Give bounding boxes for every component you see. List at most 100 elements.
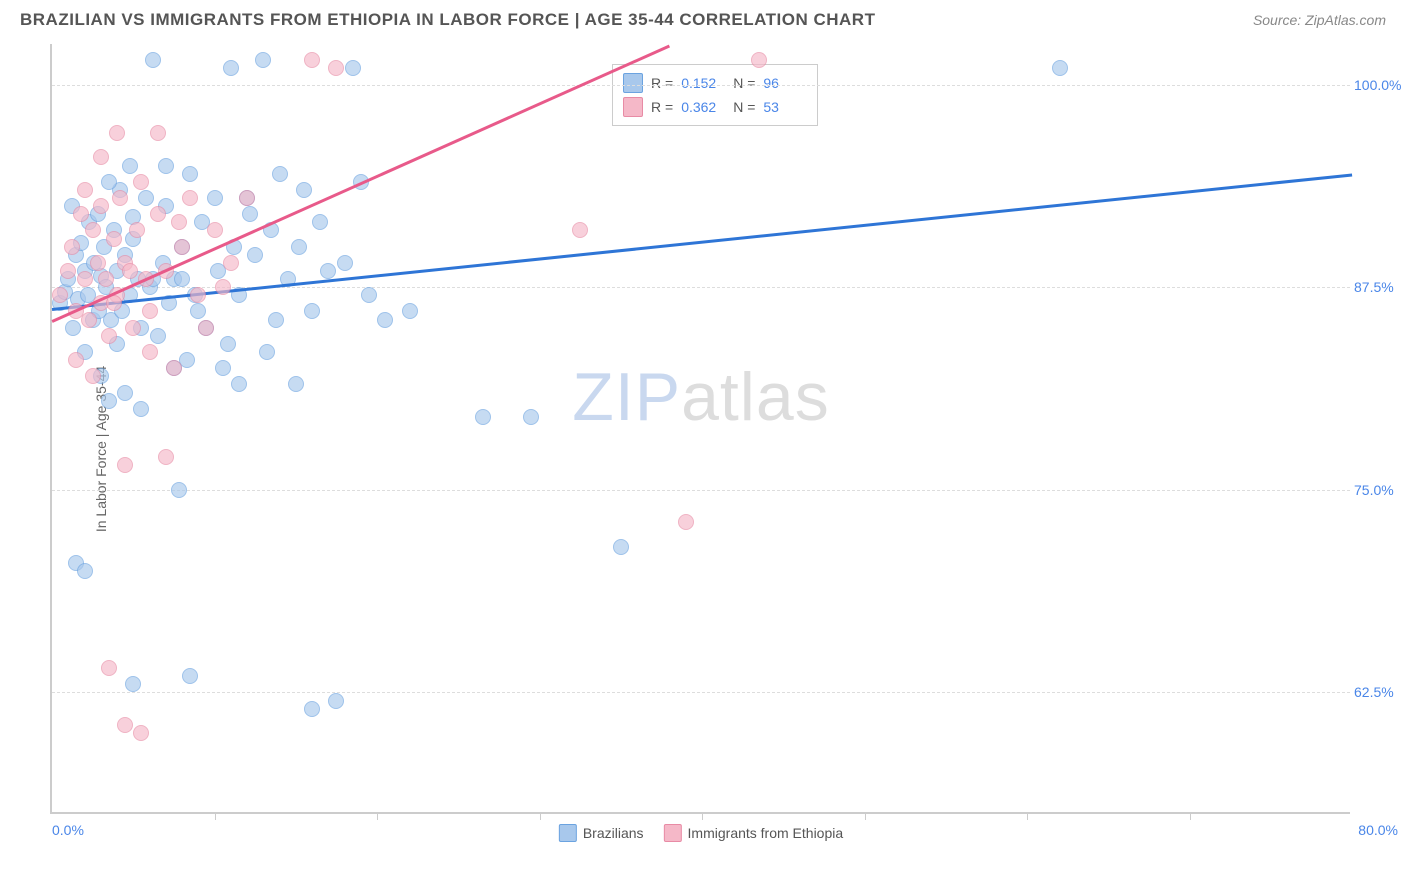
- x-tick: [1190, 812, 1191, 820]
- scatter-point: [117, 717, 133, 733]
- scatter-point: [337, 255, 353, 271]
- x-axis-min-label: 0.0%: [52, 822, 84, 838]
- scatter-point: [272, 166, 288, 182]
- scatter-point: [142, 344, 158, 360]
- scatter-point: [101, 660, 117, 676]
- scatter-point: [122, 158, 138, 174]
- source-prefix: Source:: [1253, 12, 1305, 28]
- y-tick-label: 87.5%: [1354, 279, 1406, 295]
- scatter-point: [613, 539, 629, 555]
- scatter-point: [145, 52, 161, 68]
- x-tick: [1027, 812, 1028, 820]
- scatter-point: [239, 190, 255, 206]
- stats-row: R = 0.152 N = 96: [623, 71, 807, 95]
- correlation-chart: In Labor Force | Age 35-44 ZIPatlas 0.0%…: [50, 44, 1390, 854]
- scatter-point: [158, 158, 174, 174]
- scatter-point: [122, 263, 138, 279]
- gridline: [52, 490, 1350, 491]
- scatter-point: [77, 182, 93, 198]
- scatter-point: [101, 393, 117, 409]
- scatter-point: [320, 263, 336, 279]
- stat-r-label: R =: [651, 99, 673, 115]
- scatter-point: [361, 287, 377, 303]
- x-tick: [215, 812, 216, 820]
- scatter-point: [68, 352, 84, 368]
- stat-r-value: 0.152: [681, 75, 725, 91]
- stat-n-value: 96: [763, 75, 807, 91]
- scatter-point: [377, 312, 393, 328]
- scatter-point: [190, 303, 206, 319]
- scatter-point: [150, 328, 166, 344]
- scatter-point: [255, 52, 271, 68]
- scatter-point: [109, 125, 125, 141]
- stat-n-label: N =: [733, 99, 755, 115]
- scatter-point: [215, 279, 231, 295]
- scatter-point: [182, 668, 198, 684]
- scatter-point: [171, 482, 187, 498]
- scatter-point: [231, 376, 247, 392]
- scatter-point: [129, 222, 145, 238]
- scatter-point: [268, 312, 284, 328]
- scatter-point: [174, 271, 190, 287]
- scatter-point: [106, 231, 122, 247]
- plot-area: ZIPatlas 0.0% 80.0% R =0.152N =96R =0.36…: [50, 44, 1350, 814]
- scatter-point: [182, 166, 198, 182]
- stat-r-value: 0.362: [681, 99, 725, 115]
- x-tick: [540, 812, 541, 820]
- scatter-point: [85, 222, 101, 238]
- scatter-point: [751, 52, 767, 68]
- scatter-point: [523, 409, 539, 425]
- stat-n-label: N =: [733, 75, 755, 91]
- x-tick: [865, 812, 866, 820]
- scatter-point: [52, 287, 68, 303]
- correlation-stats-box: R = 0.152 N = 96 R = 0.362 N = 53: [612, 64, 818, 126]
- x-tick: [377, 812, 378, 820]
- legend-label: Immigrants from Ethiopia: [688, 825, 844, 841]
- watermark: ZIPatlas: [572, 358, 829, 436]
- scatter-point: [174, 239, 190, 255]
- scatter-point: [125, 320, 141, 336]
- scatter-point: [220, 336, 236, 352]
- y-tick-label: 75.0%: [1354, 482, 1406, 498]
- stat-n-value: 53: [763, 99, 807, 115]
- scatter-point: [475, 409, 491, 425]
- scatter-point: [98, 271, 114, 287]
- scatter-point: [117, 385, 133, 401]
- stat-r-label: R =: [651, 75, 673, 91]
- legend-item-brazilians: Brazilians: [559, 824, 644, 842]
- scatter-point: [101, 328, 117, 344]
- scatter-point: [90, 255, 106, 271]
- scatter-point: [259, 344, 275, 360]
- scatter-point: [304, 701, 320, 717]
- series-swatch-icon: [623, 97, 643, 117]
- scatter-point: [77, 563, 93, 579]
- x-tick: [702, 812, 703, 820]
- scatter-point: [304, 52, 320, 68]
- scatter-point: [182, 190, 198, 206]
- stats-row: R = 0.362 N = 53: [623, 95, 807, 119]
- watermark-atlas: atlas: [681, 359, 830, 435]
- x-axis-max-label: 80.0%: [1358, 822, 1398, 838]
- y-tick-label: 100.0%: [1354, 77, 1406, 93]
- scatter-point: [106, 295, 122, 311]
- scatter-point: [215, 360, 231, 376]
- scatter-point: [247, 247, 263, 263]
- y-tick-label: 62.5%: [1354, 684, 1406, 700]
- scatter-point: [207, 190, 223, 206]
- scatter-point: [133, 174, 149, 190]
- scatter-point: [328, 693, 344, 709]
- scatter-point: [402, 303, 418, 319]
- scatter-point: [85, 368, 101, 384]
- watermark-zip: ZIP: [572, 359, 681, 435]
- legend-swatch-icon: [664, 824, 682, 842]
- scatter-point: [73, 206, 89, 222]
- scatter-point: [291, 239, 307, 255]
- scatter-point: [328, 60, 344, 76]
- scatter-point: [1052, 60, 1068, 76]
- scatter-point: [142, 303, 158, 319]
- legend-swatch-icon: [559, 824, 577, 842]
- source-name: ZipAtlas.com: [1305, 12, 1386, 28]
- scatter-point: [133, 725, 149, 741]
- scatter-point: [242, 206, 258, 222]
- scatter-point: [93, 198, 109, 214]
